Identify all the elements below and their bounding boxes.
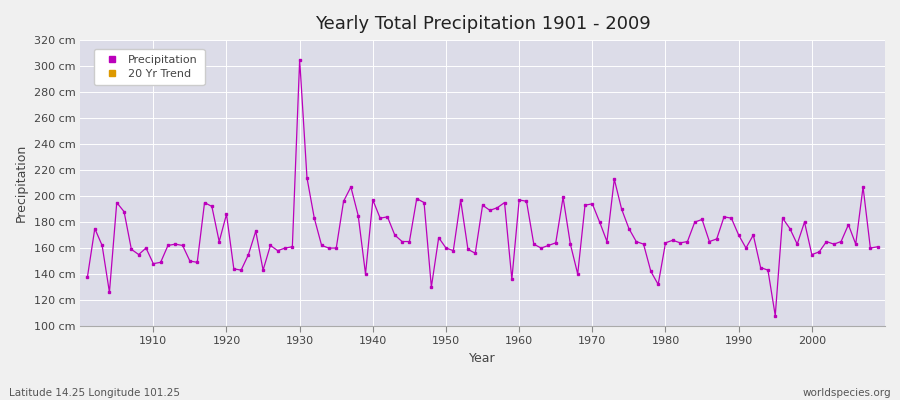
- Y-axis label: Precipitation: Precipitation: [15, 144, 28, 222]
- Title: Yearly Total Precipitation 1901 - 2009: Yearly Total Precipitation 1901 - 2009: [315, 15, 651, 33]
- Text: Latitude 14.25 Longitude 101.25: Latitude 14.25 Longitude 101.25: [9, 388, 180, 398]
- Legend: Precipitation, 20 Yr Trend: Precipitation, 20 Yr Trend: [94, 48, 204, 85]
- X-axis label: Year: Year: [469, 352, 496, 365]
- Text: worldspecies.org: worldspecies.org: [803, 388, 891, 398]
